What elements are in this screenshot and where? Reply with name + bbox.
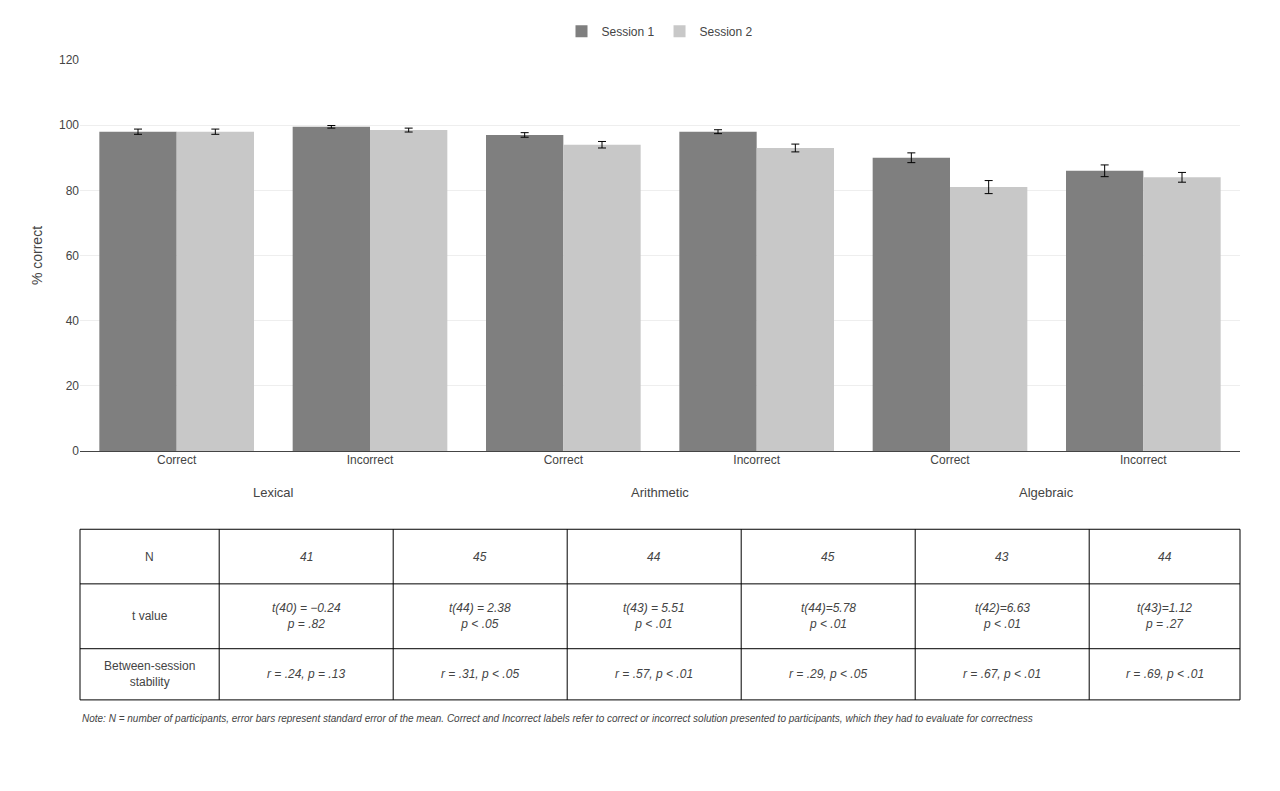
svg-text:t value: t value [132,609,168,623]
svg-text:Between-sessionstability: Between-sessionstability [104,659,195,689]
svg-text:Arithmetic: Arithmetic [631,485,689,500]
svg-text:Lexical: Lexical [253,485,294,500]
svg-text:60: 60 [66,249,80,263]
svg-text:44: 44 [1158,550,1172,564]
svg-text:Session 1: Session 1 [602,25,655,39]
svg-text:Note: N = number of participan: Note: N = number of participants, error … [82,713,1033,724]
svg-text:45: 45 [821,550,835,564]
svg-text:t(42)=6.63p < .01: t(42)=6.63p < .01 [975,601,1030,631]
svg-text:Session 2: Session 2 [700,25,753,39]
svg-text:Incorrect: Incorrect [1120,453,1167,467]
svg-text:Incorrect: Incorrect [733,453,780,467]
svg-text:44: 44 [647,550,661,564]
svg-text:% correct: % correct [29,226,45,285]
svg-text:r = .69, p < .01: r = .69, p < .01 [1126,667,1204,681]
svg-text:20: 20 [66,379,80,393]
svg-text:45: 45 [473,550,487,564]
svg-text:t(43)=1.12p = .27: t(43)=1.12p = .27 [1137,601,1192,631]
svg-text:r = .29, p < .05: r = .29, p < .05 [789,667,867,681]
svg-text:Incorrect: Incorrect [347,453,394,467]
svg-text:t(40) = −0.24p = .82: t(40) = −0.24p = .82 [272,601,341,631]
svg-text:41: 41 [300,550,313,564]
svg-text:Correct: Correct [157,453,197,467]
svg-text:N: N [145,550,154,564]
svg-text:Correct: Correct [544,453,584,467]
svg-text:0: 0 [72,444,79,458]
svg-text:Correct: Correct [930,453,970,467]
svg-text:t(44)=5.78p < .01: t(44)=5.78p < .01 [801,601,856,631]
svg-text:43: 43 [995,550,1009,564]
svg-text:40: 40 [66,314,80,328]
svg-text:r = .57, p < .01: r = .57, p < .01 [615,667,693,681]
svg-text:r = .24, p = .13: r = .24, p = .13 [267,667,345,681]
svg-text:120: 120 [59,53,79,67]
svg-text:t(43) = 5.51p < .01: t(43) = 5.51p < .01 [623,601,685,631]
svg-text:r = .67, p < .01: r = .67, p < .01 [963,667,1041,681]
svg-text:80: 80 [66,184,80,198]
svg-text:100: 100 [59,118,79,132]
svg-text:t(44) = 2.38p < .05: t(44) = 2.38p < .05 [449,601,511,631]
svg-text:Algebraic: Algebraic [1019,485,1074,500]
svg-text:r = .31, p < .05: r = .31, p < .05 [441,667,519,681]
